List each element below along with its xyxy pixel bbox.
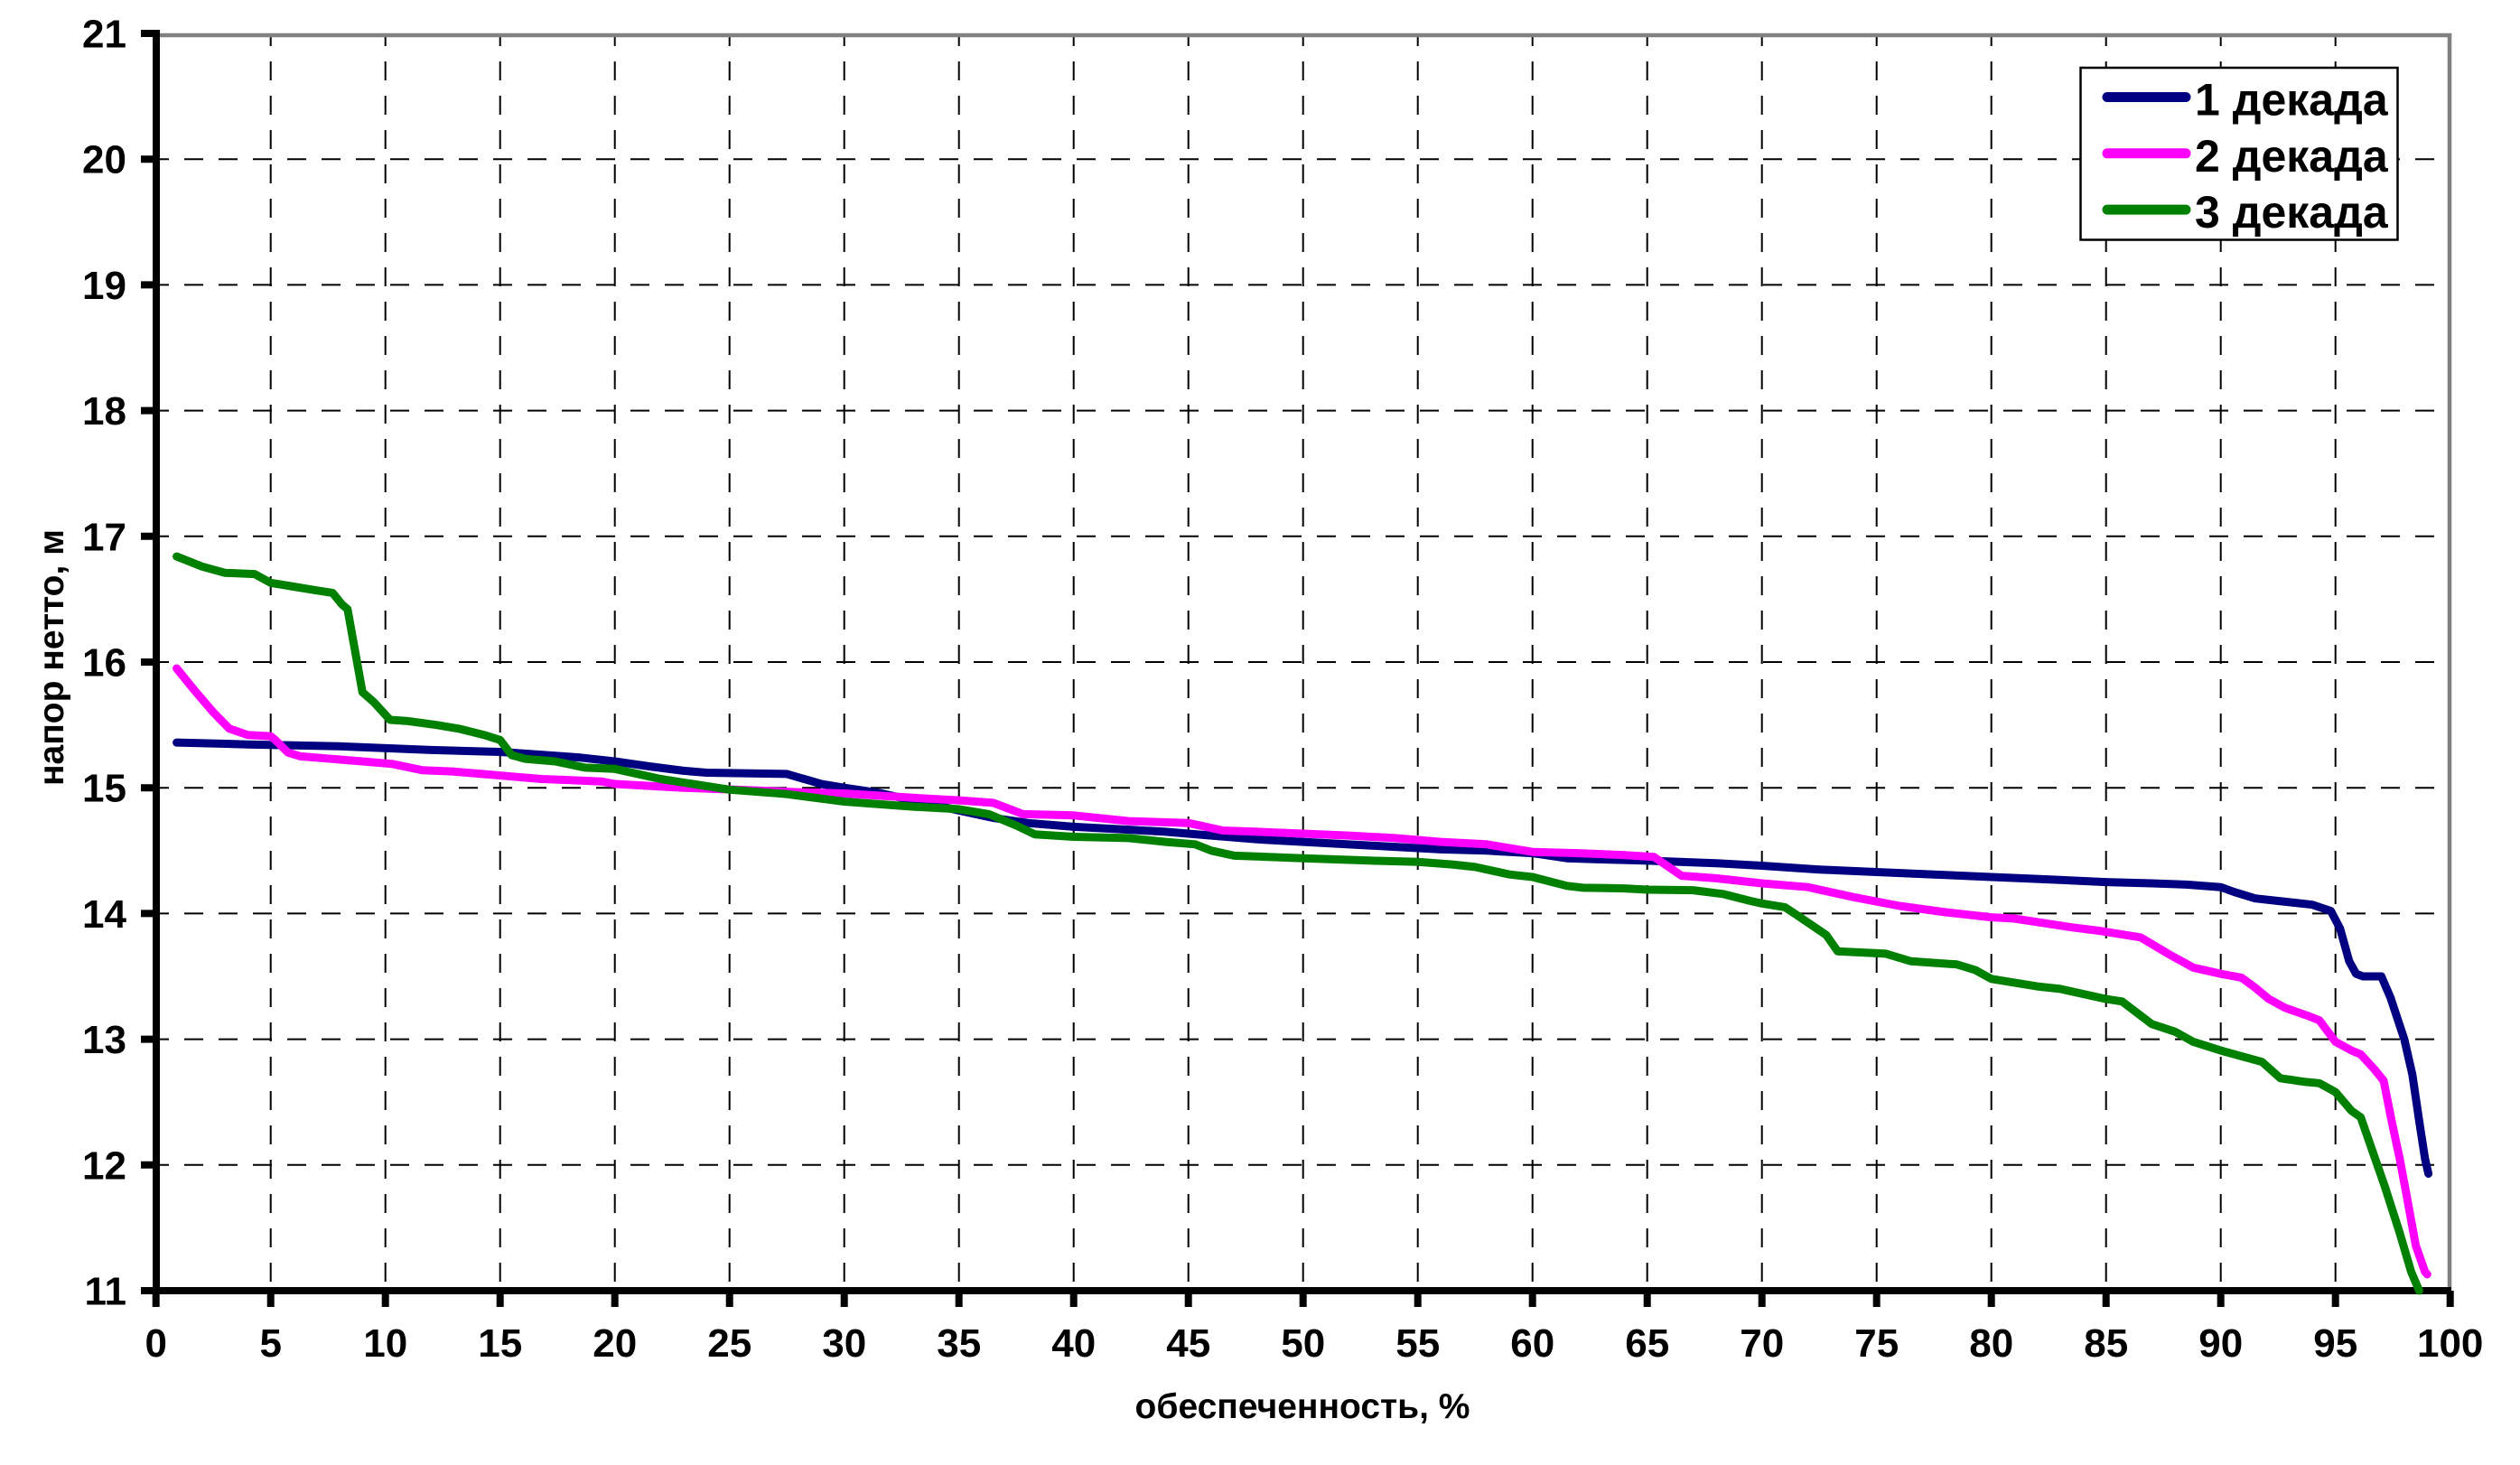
svg-text:70: 70: [1740, 1321, 1784, 1366]
svg-text:напор нетто, м: напор нетто, м: [33, 529, 71, 786]
svg-text:1 декада: 1 декада: [2195, 75, 2389, 126]
svg-text:10: 10: [363, 1321, 407, 1366]
svg-text:19: 19: [82, 264, 126, 308]
svg-text:95: 95: [2313, 1321, 2357, 1366]
svg-text:85: 85: [2084, 1321, 2128, 1366]
svg-text:40: 40: [1051, 1321, 1096, 1366]
svg-text:65: 65: [1625, 1321, 1669, 1366]
svg-text:17: 17: [82, 515, 126, 559]
svg-text:100: 100: [2417, 1321, 2483, 1366]
svg-text:5: 5: [259, 1321, 281, 1366]
svg-text:14: 14: [82, 892, 126, 937]
svg-text:25: 25: [707, 1321, 751, 1366]
svg-text:18: 18: [82, 389, 126, 434]
svg-text:55: 55: [1395, 1321, 1440, 1366]
svg-text:11: 11: [84, 1270, 126, 1314]
svg-text:45: 45: [1166, 1321, 1210, 1366]
svg-text:12: 12: [82, 1143, 126, 1188]
svg-text:21: 21: [82, 13, 126, 57]
svg-text:2 декада: 2 декада: [2195, 131, 2389, 182]
svg-text:20: 20: [593, 1321, 637, 1366]
svg-text:60: 60: [1510, 1321, 1554, 1366]
svg-text:0: 0: [145, 1321, 166, 1366]
svg-text:30: 30: [822, 1321, 866, 1366]
svg-text:75: 75: [1854, 1321, 1899, 1366]
svg-text:3 декада: 3 декада: [2195, 187, 2389, 238]
svg-text:15: 15: [478, 1321, 522, 1366]
svg-text:80: 80: [1969, 1321, 2013, 1366]
svg-text:50: 50: [1281, 1321, 1325, 1366]
svg-text:16: 16: [82, 641, 126, 686]
svg-text:15: 15: [82, 767, 126, 811]
svg-text:90: 90: [2198, 1321, 2243, 1366]
svg-text:20: 20: [82, 138, 126, 182]
svg-text:13: 13: [82, 1018, 126, 1062]
svg-text:обеспеченность, %: обеспеченность, %: [1135, 1387, 1470, 1426]
svg-text:35: 35: [937, 1321, 981, 1366]
